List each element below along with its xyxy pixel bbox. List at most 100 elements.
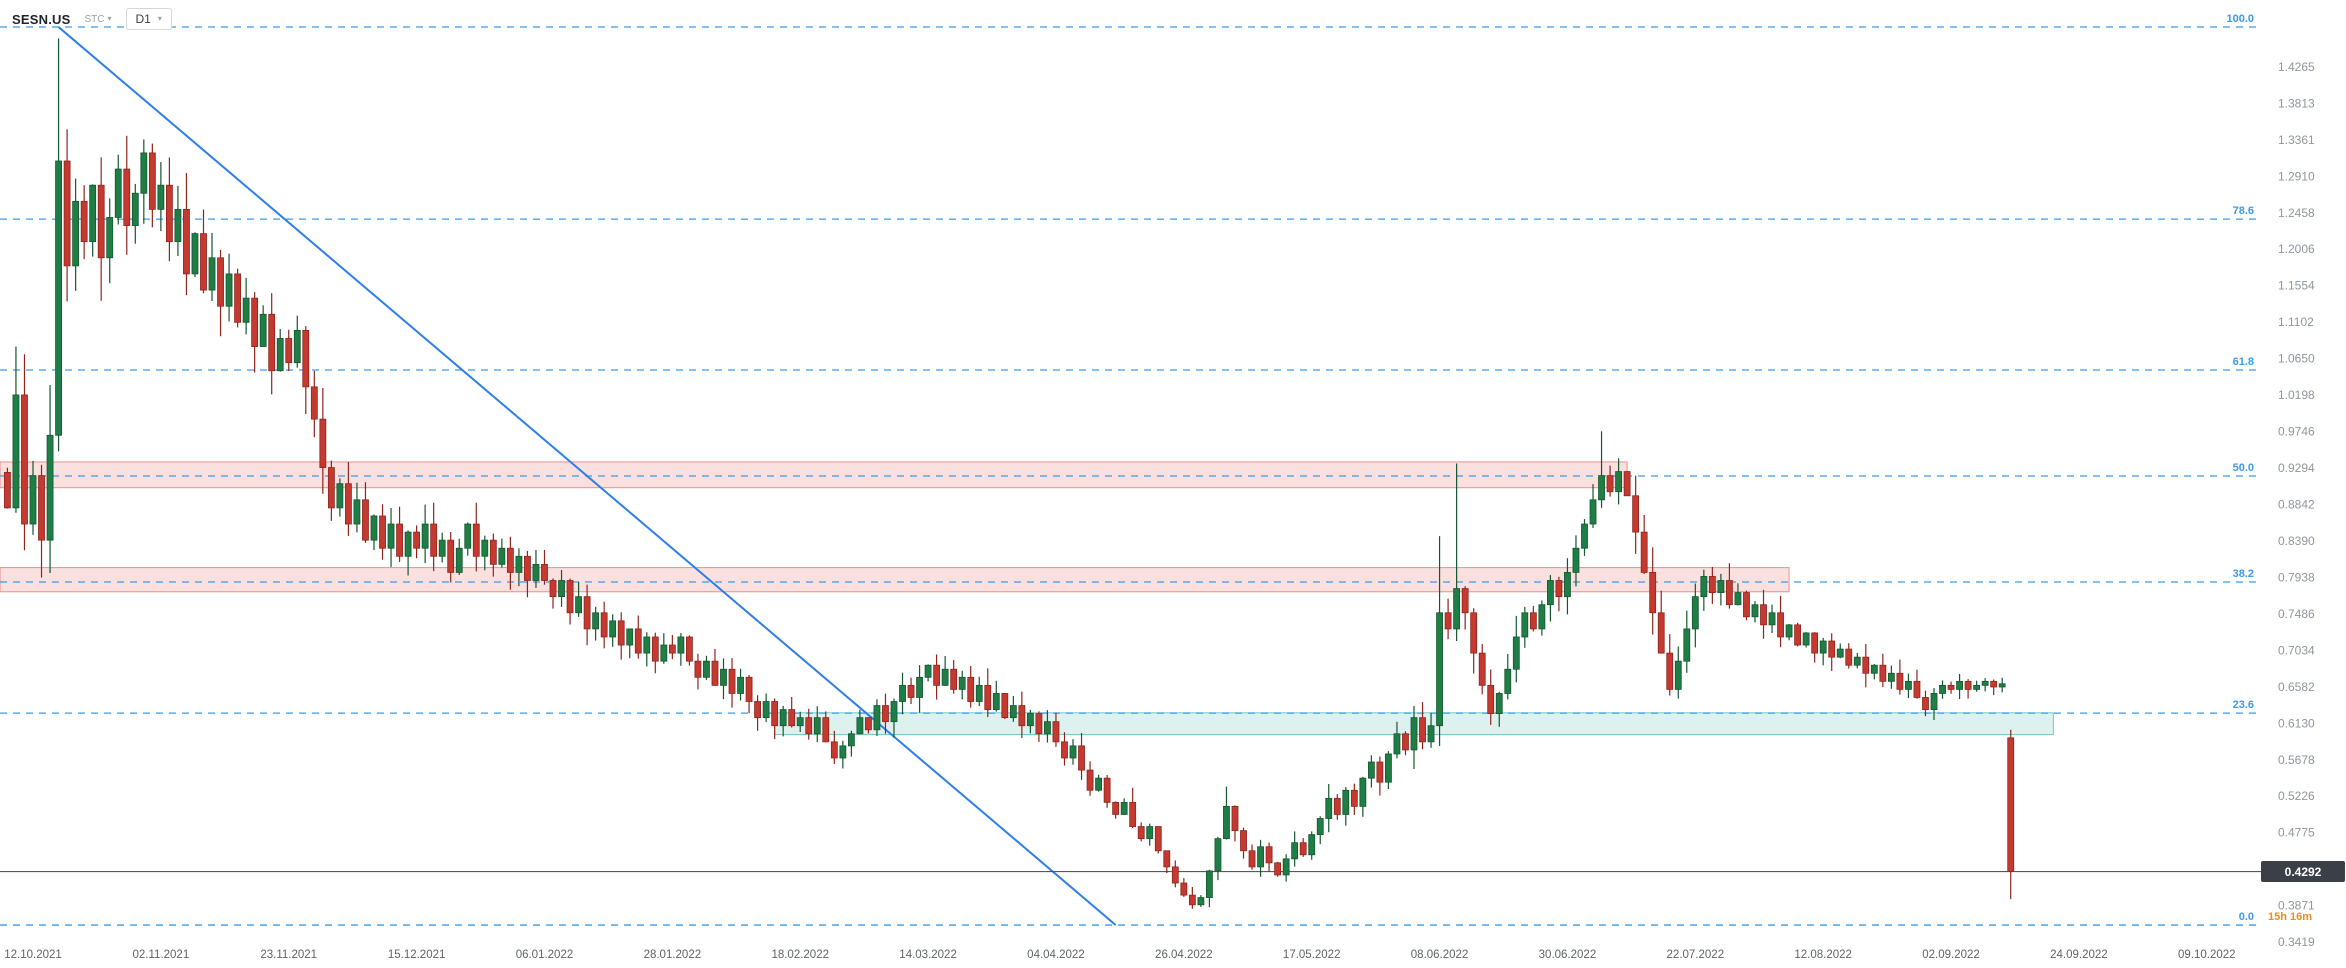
candle [1836, 643, 1844, 659]
candle [873, 699, 881, 737]
candle [1001, 692, 1009, 720]
candle [847, 730, 855, 757]
supply-demand-zones[interactable] [0, 461, 2054, 736]
date-tick: 14.03.2022 [899, 949, 957, 961]
candle [80, 185, 88, 260]
candle [720, 658, 727, 700]
candle [370, 514, 378, 551]
candle [208, 232, 216, 302]
candle [1120, 798, 1128, 816]
candle [1376, 756, 1384, 796]
candle [822, 711, 830, 743]
candle [728, 658, 736, 708]
candle [1427, 713, 1435, 748]
candle [1035, 711, 1043, 742]
candle [1265, 842, 1273, 873]
supply-zone-lower[interactable] [0, 567, 1790, 593]
candle [1657, 590, 1665, 654]
candle [1666, 634, 1674, 696]
candle [813, 706, 821, 743]
date-tick: 28.01.2022 [644, 949, 702, 961]
candle [1095, 774, 1102, 792]
candlestick-series[interactable] [4, 38, 2015, 909]
candle [191, 232, 199, 278]
candle [651, 632, 659, 674]
candle [302, 326, 310, 415]
candle [1777, 595, 1784, 648]
candle [106, 198, 114, 284]
date-tick: 02.11.2021 [133, 949, 190, 961]
candle [1632, 475, 1640, 554]
candle [1598, 431, 1605, 508]
candle [1009, 695, 1017, 722]
candle [259, 305, 267, 347]
candle [1359, 776, 1367, 817]
candle [140, 139, 148, 224]
candle [293, 315, 301, 368]
symbol-label[interactable]: SESN.US [12, 11, 71, 27]
candle [1154, 826, 1162, 854]
candle [1717, 573, 1725, 606]
price-tick: 0.9294 [2278, 461, 2315, 475]
candle [1947, 681, 1955, 694]
candle [123, 135, 131, 255]
candle [1350, 783, 1358, 815]
price-tick: 0.5226 [2278, 789, 2315, 803]
price-tick: 1.4265 [2278, 60, 2315, 74]
candle [353, 482, 361, 533]
candle [1103, 774, 1111, 808]
candle [737, 668, 744, 701]
price-tick: 1.2458 [2278, 206, 2315, 220]
candle [600, 601, 608, 649]
price-tick: 0.9746 [2278, 425, 2315, 439]
date-tick: 09.10.2022 [2178, 949, 2236, 961]
market-dropdown[interactable]: STC ▾ [84, 14, 111, 25]
candle [379, 504, 386, 560]
candle [924, 664, 932, 682]
fib-retracement[interactable]: 100.0 78.6 61.8 50.0 38.2 23.6 0.0 [0, 13, 2258, 926]
candle [1691, 583, 1699, 648]
candle [1137, 822, 1145, 842]
price-axis[interactable]: 1.4265 1.3813 1.3361 1.2910 1.2458 1.2006 1.15… [2278, 60, 2315, 949]
candle [1794, 622, 1802, 647]
candle [1887, 665, 1895, 689]
time-axis[interactable]: 12.10.2021 02.11.2021 23.11.2021 15.12.2021… [4, 949, 2235, 961]
date-tick: 30.06.2022 [1539, 949, 1597, 961]
candle [200, 209, 207, 294]
candle [634, 615, 642, 659]
candle [566, 578, 574, 625]
candle [609, 614, 617, 647]
candle [319, 387, 327, 494]
candle [1615, 458, 1622, 505]
candle [2007, 729, 2015, 900]
candle [4, 467, 11, 509]
candle [1973, 680, 1981, 692]
candle [174, 185, 182, 256]
supply-zone-upper[interactable] [0, 461, 1628, 489]
date-tick: 22.07.2022 [1667, 949, 1725, 961]
candle [72, 178, 80, 291]
candle [771, 698, 779, 740]
candle [165, 157, 173, 262]
candle [157, 162, 165, 232]
candle [677, 633, 685, 666]
candle [455, 538, 463, 575]
candle [779, 705, 787, 737]
price-tick: 1.0198 [2278, 388, 2315, 402]
candle [933, 654, 941, 700]
candle [1163, 850, 1171, 873]
trendline[interactable] [57, 26, 1117, 926]
candle [1862, 643, 1870, 688]
candle [660, 633, 668, 664]
fib-label: 100.0 [2226, 13, 2254, 25]
candle [745, 674, 753, 714]
candle [251, 292, 259, 373]
timeframe-dropdown[interactable]: D1 ▾ [125, 8, 172, 30]
candle [148, 143, 156, 228]
candle [1436, 536, 1443, 746]
candle [234, 268, 241, 328]
candle [524, 550, 531, 598]
candle [387, 508, 395, 567]
